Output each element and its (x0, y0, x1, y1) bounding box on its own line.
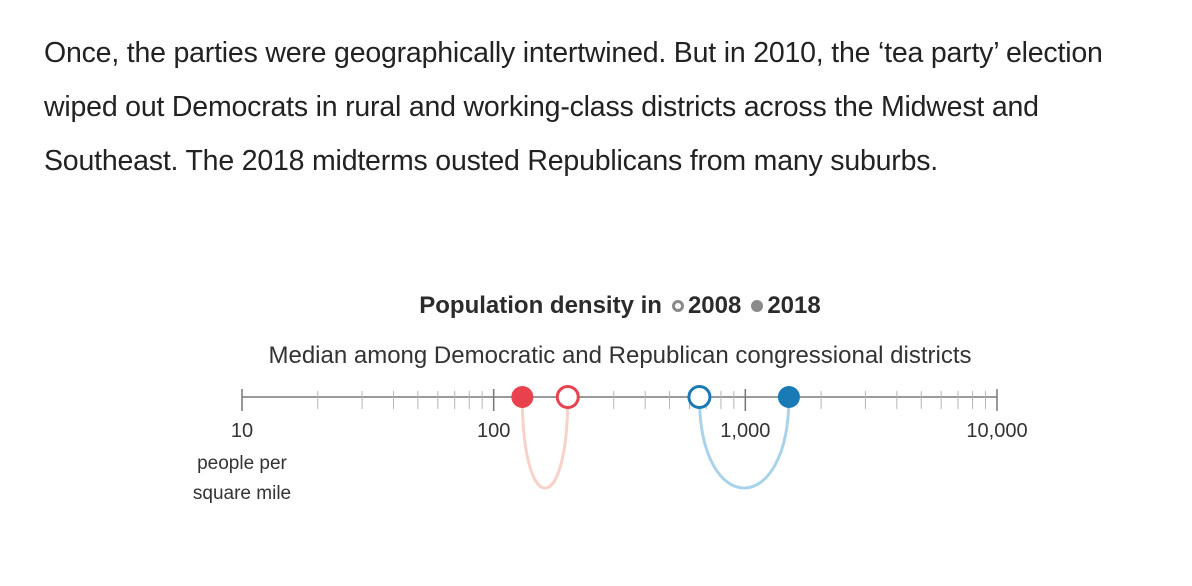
tick-label: 100 (477, 420, 510, 442)
chart-title-text: Population density in (419, 292, 662, 319)
legend-open-circle-icon (671, 300, 684, 312)
legend-label-2008: 2008 (687, 292, 742, 319)
marker-2008 (687, 385, 712, 409)
tick-label: 1,000 (720, 420, 770, 442)
legend-label-2018: 2018 (767, 292, 821, 319)
unit-label-line: square mile (193, 483, 291, 504)
party-change-arc (697, 396, 791, 490)
marker-2018 (777, 386, 800, 408)
tick-label: 10,000 (966, 420, 1027, 442)
tick-label: 10 (231, 420, 253, 442)
chart-title: Population density in 2008 2018 (0, 286, 1192, 326)
legend-filled-circle-icon (751, 300, 764, 312)
unit-label-line: people per (197, 453, 287, 474)
intro-paragraph: Once, the parties were geographically in… (44, 37, 1103, 177)
marker-2018 (511, 386, 534, 408)
marker-2008 (555, 385, 580, 409)
party-change-arc (520, 396, 570, 490)
chart-subtitle: Median among Democratic and Republican c… (268, 342, 972, 369)
